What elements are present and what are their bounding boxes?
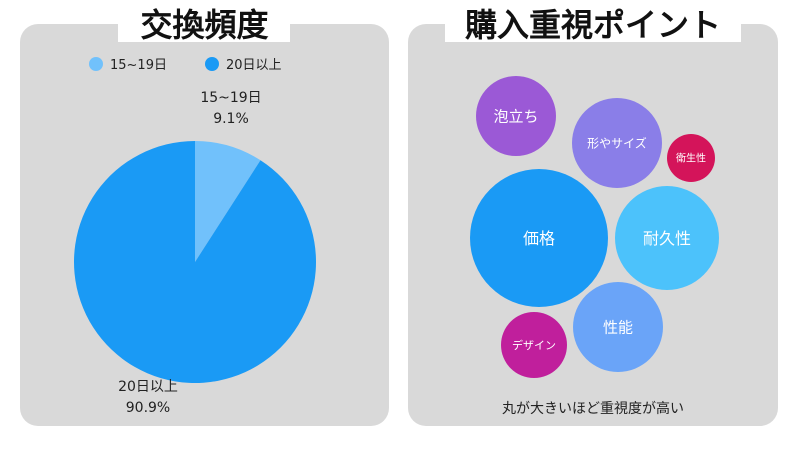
bubble-label: 形やサイズ [587, 135, 647, 150]
bubble [501, 312, 567, 378]
bubble-label: 性能 [603, 318, 633, 336]
bubble-chart-footnote: 丸が大きいほど重視度が高い [502, 401, 684, 417]
bubble-label: 価格 [523, 229, 555, 248]
bubble [476, 76, 556, 156]
bubble [667, 134, 715, 182]
pie-title-background [118, 8, 290, 42]
bubble-label: デザイン [512, 338, 556, 352]
pie-slice [73, 141, 316, 383]
pie-slice-value: 90.9% [126, 400, 170, 416]
pie-slice-label: 15~19日 [200, 90, 261, 106]
pie-slice-value: 9.1% [213, 111, 249, 127]
bubble-title-background [445, 8, 741, 42]
legend-marker [205, 57, 219, 71]
bubble [572, 98, 662, 188]
bubble [573, 282, 663, 372]
pie-slice-label: 20日以上 [118, 379, 178, 395]
bubble [615, 186, 719, 290]
pie-slice [195, 141, 261, 262]
bubble-label: 衛生性 [676, 152, 706, 165]
pie-chart-title: 交換頻度 [140, 6, 269, 44]
legend-marker [89, 57, 103, 71]
legend-label: 15~19日 [110, 58, 167, 73]
bubble-label: 耐久性 [643, 229, 691, 248]
bubble-chart-title: 購入重視ポイント [464, 6, 721, 44]
bubble [470, 169, 608, 307]
bubble-label: 泡立ち [493, 107, 538, 125]
legend-label: 20日以上 [226, 58, 282, 73]
